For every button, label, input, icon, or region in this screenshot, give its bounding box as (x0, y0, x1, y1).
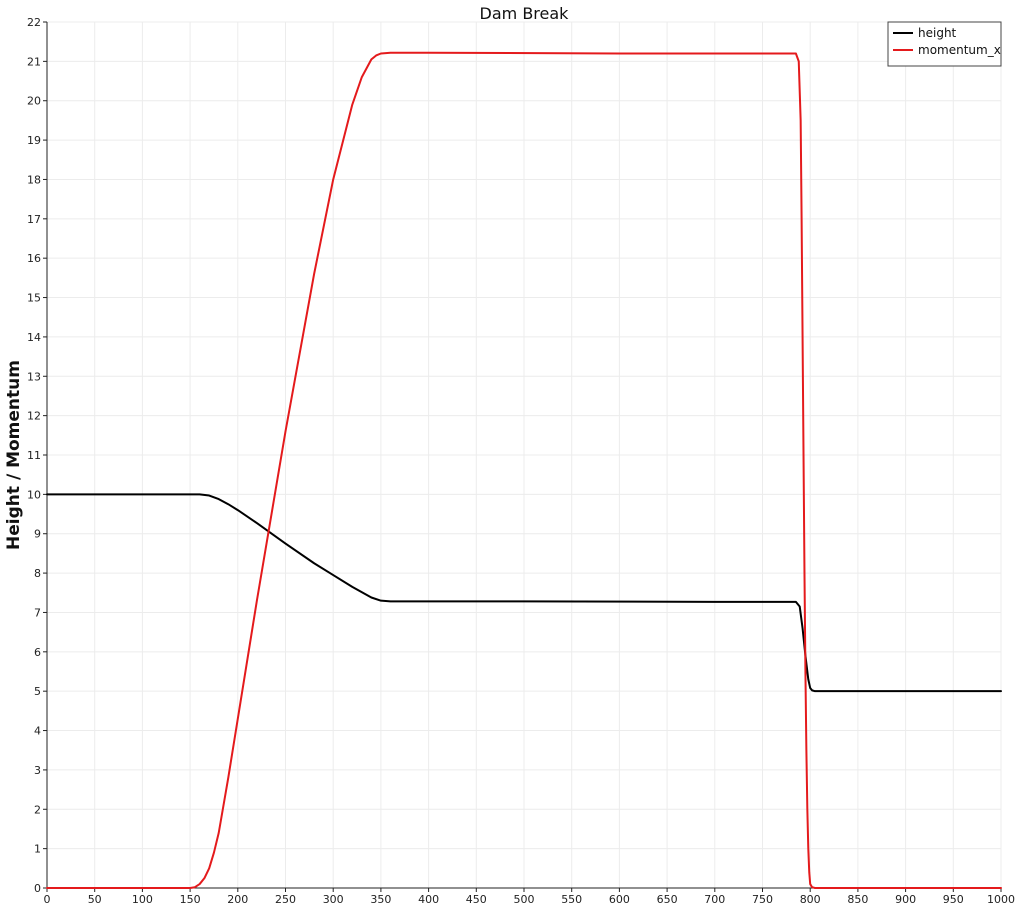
y-tick-label: 3 (34, 764, 41, 777)
y-tick-label: 18 (27, 173, 41, 186)
y-tick-label: 2 (34, 803, 41, 816)
x-tick-label: 900 (895, 893, 916, 906)
x-tick-label: 150 (180, 893, 201, 906)
y-tick-label: 22 (27, 16, 41, 29)
x-tick-label: 700 (704, 893, 725, 906)
x-tick-label: 350 (370, 893, 391, 906)
legend: height momentum_x (887, 21, 1002, 67)
y-tick-label: 0 (34, 882, 41, 895)
x-tick-label: 250 (275, 893, 296, 906)
y-tick-label: 6 (34, 646, 41, 659)
x-tick-label: 500 (514, 893, 535, 906)
y-tick-label: 11 (27, 449, 41, 462)
x-tick-label: 600 (609, 893, 630, 906)
y-tick-label: 8 (34, 567, 41, 580)
x-tick-label: 400 (418, 893, 439, 906)
series-line-momentum-x (46, 51, 1002, 889)
y-tick-label: 19 (27, 134, 41, 147)
legend-label-height: height (918, 26, 957, 40)
x-tick-label: 750 (752, 893, 773, 906)
y-tick-label: 7 (34, 606, 41, 619)
y-tick-label: 14 (27, 331, 41, 344)
x-tick-label: 850 (847, 893, 868, 906)
y-axis-title: Height / Momentum (4, 360, 24, 550)
y-tick-label: 1 (34, 843, 41, 856)
y-tick-label: 21 (27, 55, 41, 68)
x-tick-label: 100 (132, 893, 153, 906)
series-line-height (46, 493, 1002, 693)
chart-title: Dam Break (480, 4, 570, 23)
legend-label-momentum-x: momentum_x (918, 43, 1001, 57)
x-tick-label: 650 (657, 893, 678, 906)
y-tick-label: 12 (27, 410, 41, 423)
grid (46, 21, 1002, 889)
y-tick-label: 5 (34, 685, 41, 698)
y-tick-label: 20 (27, 95, 41, 108)
legend-box (887, 21, 1002, 67)
x-tick-label: 50 (88, 893, 102, 906)
x-tick-label: 0 (44, 893, 51, 906)
y-tick-label: 9 (34, 528, 41, 541)
y-tick-label: 16 (27, 252, 41, 265)
x-tick-label: 800 (800, 893, 821, 906)
x-tick-label: 1000 (987, 893, 1015, 906)
y-tick-label: 15 (27, 292, 41, 305)
x-tick-label: 450 (466, 893, 487, 906)
y-tick-label: 4 (34, 725, 41, 738)
y-tick-label: 17 (27, 213, 41, 226)
x-tick-label: 550 (561, 893, 582, 906)
x-tick-label: 950 (943, 893, 964, 906)
y-tick-label: 13 (27, 370, 41, 383)
series-lines (46, 51, 1002, 889)
y-tick-label: 10 (27, 488, 41, 501)
x-tick-label: 300 (323, 893, 344, 906)
x-tick-label: 200 (227, 893, 248, 906)
